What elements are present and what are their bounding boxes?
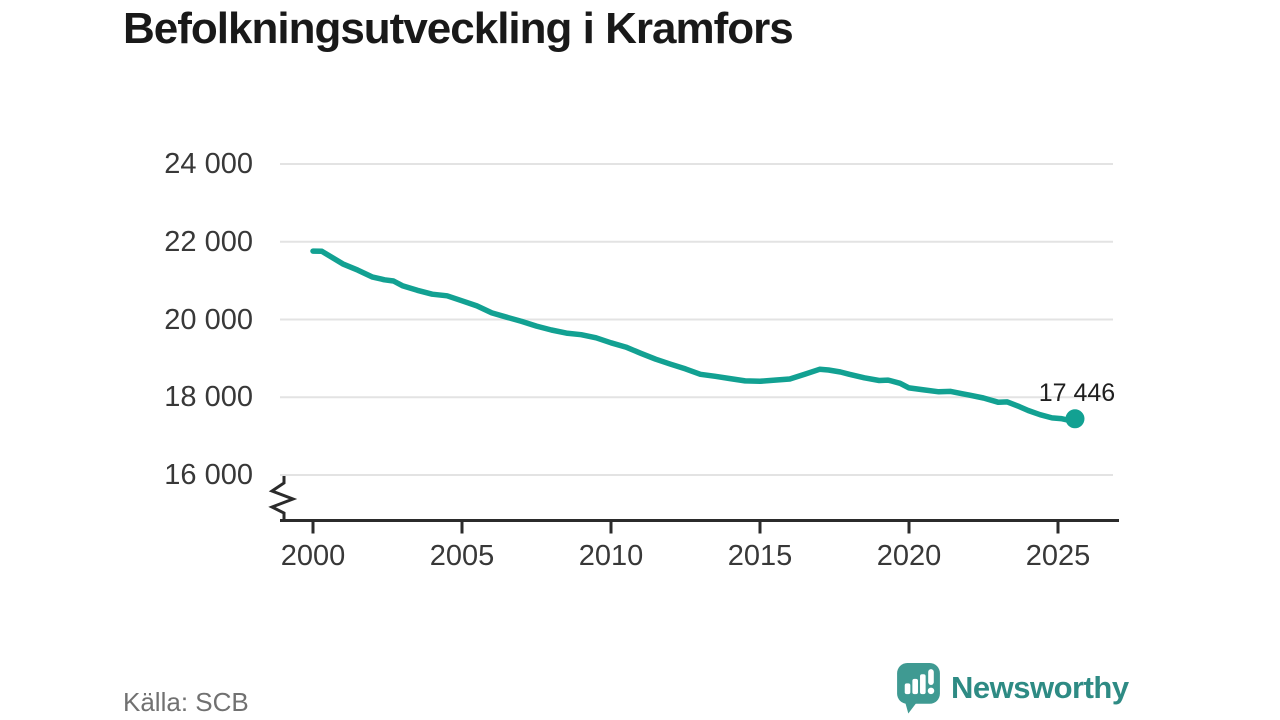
x-tick-label: 2000	[280, 540, 346, 572]
x-tick-label: 2015	[727, 540, 793, 572]
page-title: Befolkningsutveckling i Kramfors	[123, 4, 794, 53]
y-tick-label: 24 000	[164, 148, 253, 180]
newsworthy-logo-text: Newsworthy	[951, 670, 1129, 705]
x-tick-label: 2020	[876, 540, 942, 572]
x-tick-label: 2010	[578, 540, 644, 572]
axis-break-icon	[268, 476, 298, 520]
y-tick-label: 16 000	[164, 459, 253, 491]
y-tick-label: 18 000	[164, 381, 253, 414]
end-point-marker	[1065, 409, 1085, 429]
end-value-label: 17 446	[1038, 378, 1116, 407]
bar-chart-bubble-icon	[897, 663, 940, 714]
newsworthy-logo: Newsworthy	[896, 662, 1129, 714]
y-tick-label: 20 000	[164, 303, 253, 336]
x-tick-label: 2025	[1025, 540, 1091, 572]
x-tick-label: 2005	[429, 540, 495, 572]
y-tick-label: 22 000	[164, 225, 253, 258]
source-note: Källa: SCB	[123, 687, 249, 717]
population-line	[310, 248, 1078, 423]
